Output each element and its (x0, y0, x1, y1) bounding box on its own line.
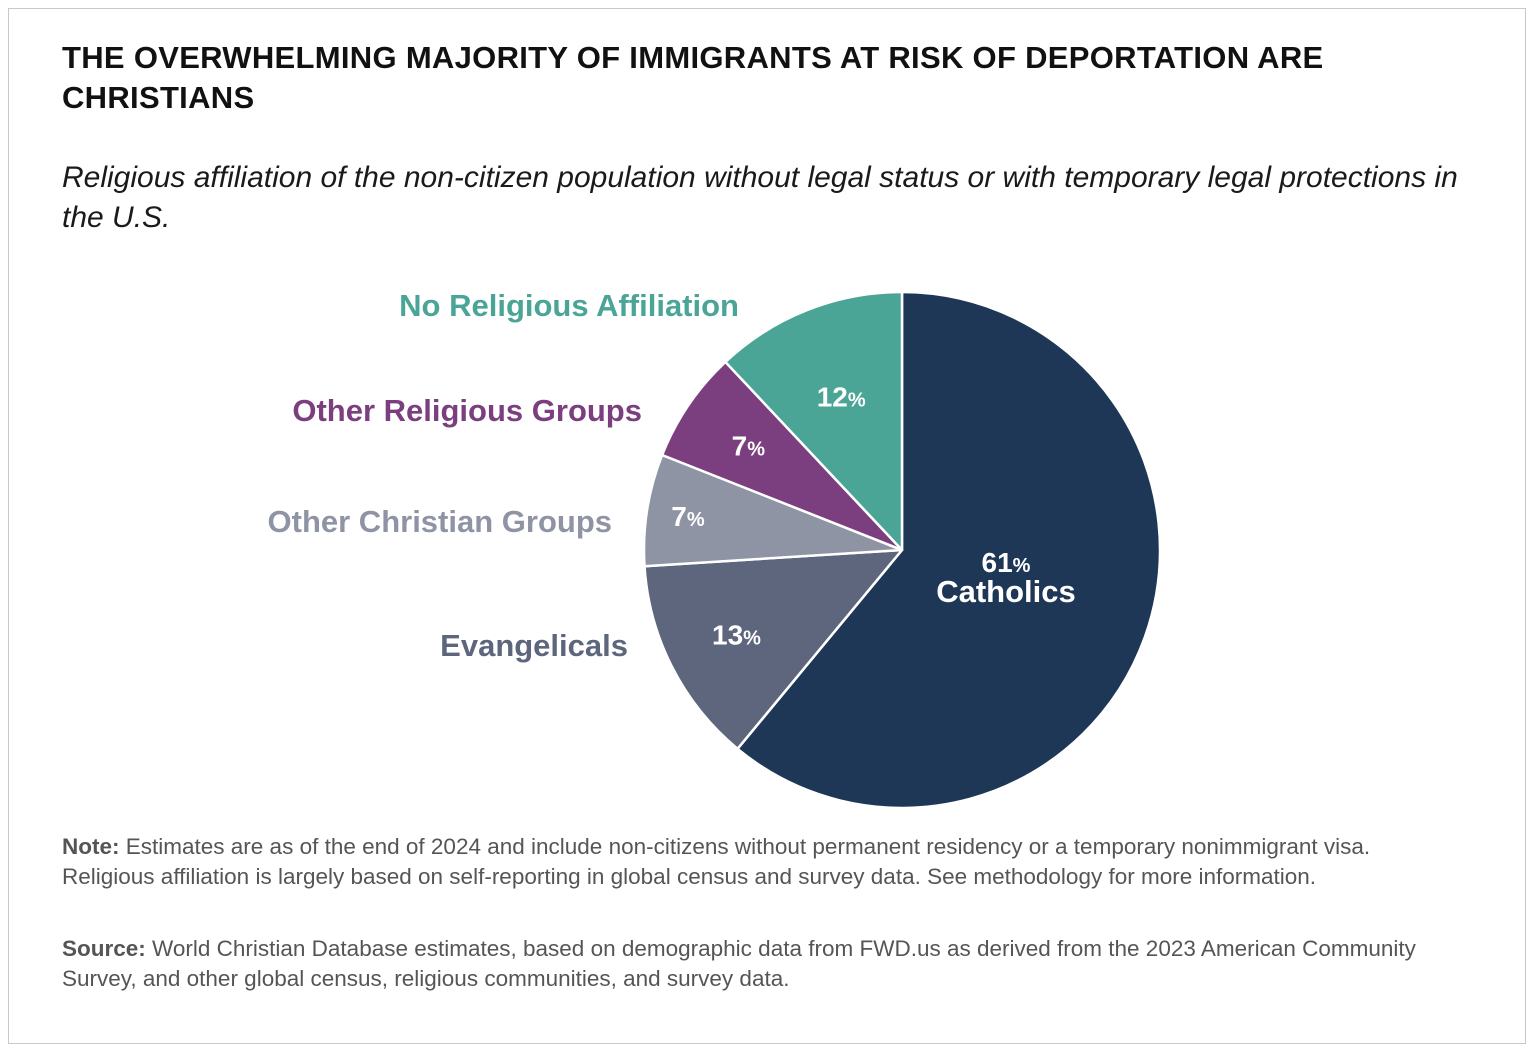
category-label-no-religious-affiliation: No Religious Affiliation (399, 288, 739, 323)
category-label-evangelicals: Evangelicals (440, 628, 628, 663)
pie-labels: 61%Catholics 13% Evangelicals 7% Other Chris… (268, 288, 1076, 663)
data-label-other-christian-groups: 7% (671, 501, 705, 532)
pie-slice-catholics (736, 290, 1162, 810)
pie-slice-other-religious-groups (660, 360, 904, 552)
pie-slice-evangelicals (643, 548, 904, 751)
category-label-other-religious-groups: Other Religious Groups (292, 393, 642, 428)
note-text: Estimates are as of the end of 2024 and … (62, 834, 1371, 889)
data-label-other-religious-groups: 7% (732, 431, 766, 462)
data-label-evangelicals: 13% (712, 619, 761, 650)
chart-title: THE OVERWHELMING MAJORITY OF IMMIGRANTS … (62, 40, 1324, 115)
source-text: World Christian Database estimates, base… (62, 936, 1416, 991)
category-label-catholics: Catholics (936, 574, 1076, 609)
note-label: Note: (62, 834, 120, 859)
chart-subtitle: Religious affiliation of the non-citizen… (62, 161, 1458, 234)
category-label-other-christian-groups: Other Christian Groups (268, 504, 612, 539)
chart-note: Note: Estimates are as of the end of 202… (62, 832, 1442, 892)
data-label-catholics: 61% (982, 547, 1031, 578)
pie-slice-other-christian-groups (642, 453, 904, 568)
data-label-no-religious-affiliation: 12% (817, 381, 866, 412)
source-label: Source: (62, 936, 146, 961)
pie-slices (642, 290, 1162, 810)
pie-slice-no-religious-affiliation (724, 290, 904, 552)
chart-source: Source: World Christian Database estimat… (62, 934, 1442, 994)
